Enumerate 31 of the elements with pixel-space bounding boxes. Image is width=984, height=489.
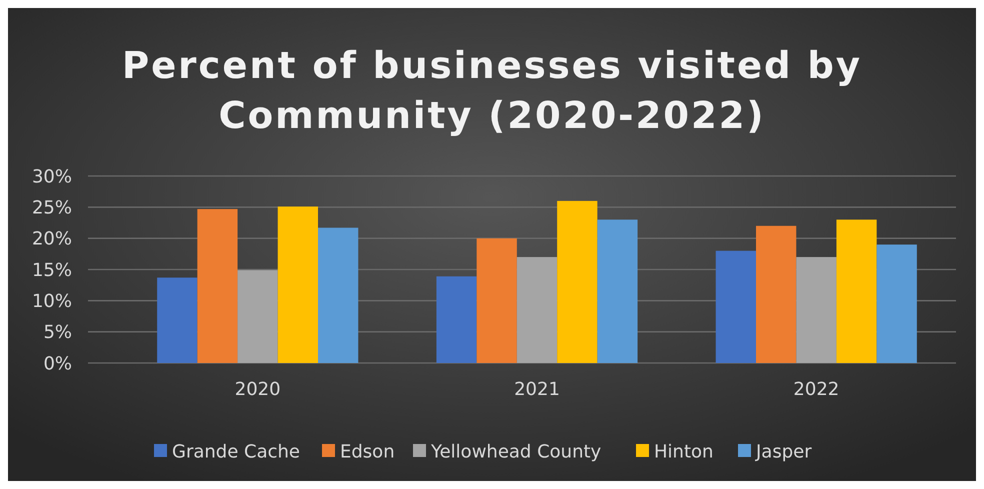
bar bbox=[557, 200, 598, 363]
bar bbox=[756, 226, 796, 363]
legend-label: Edson bbox=[340, 441, 395, 462]
bar bbox=[278, 206, 318, 363]
bar bbox=[597, 220, 638, 363]
x-tick-label: 2022 bbox=[793, 379, 840, 400]
legend-label: Grande Cache bbox=[172, 441, 300, 462]
bar bbox=[516, 257, 558, 363]
legend-label: Hinton bbox=[654, 441, 714, 462]
bar bbox=[157, 278, 198, 363]
chart-title: Percent of businesses visited by Community (2020-2022) bbox=[122, 44, 862, 137]
bar bbox=[796, 257, 836, 363]
y-tick-label: 25% bbox=[32, 197, 72, 218]
legend-label: Jasper bbox=[755, 441, 812, 462]
bar bbox=[716, 250, 756, 363]
bar bbox=[876, 244, 917, 363]
y-tick-label: 10% bbox=[32, 290, 72, 312]
y-tick-label: 5% bbox=[43, 322, 72, 344]
y-tick-label: 20% bbox=[32, 228, 72, 250]
bar bbox=[476, 238, 517, 363]
x-tick-label: 2020 bbox=[234, 379, 281, 400]
bar bbox=[436, 276, 477, 363]
bar bbox=[836, 220, 877, 363]
bar bbox=[238, 270, 278, 363]
y-tick-label: 15% bbox=[32, 260, 72, 281]
x-tick-label: 2021 bbox=[514, 379, 560, 400]
bar bbox=[197, 209, 238, 363]
bar bbox=[318, 228, 358, 363]
legend-label: Yellowhead County bbox=[430, 441, 602, 462]
y-tick-label: 30% bbox=[32, 166, 72, 188]
y-tick-label: 0% bbox=[43, 353, 72, 374]
